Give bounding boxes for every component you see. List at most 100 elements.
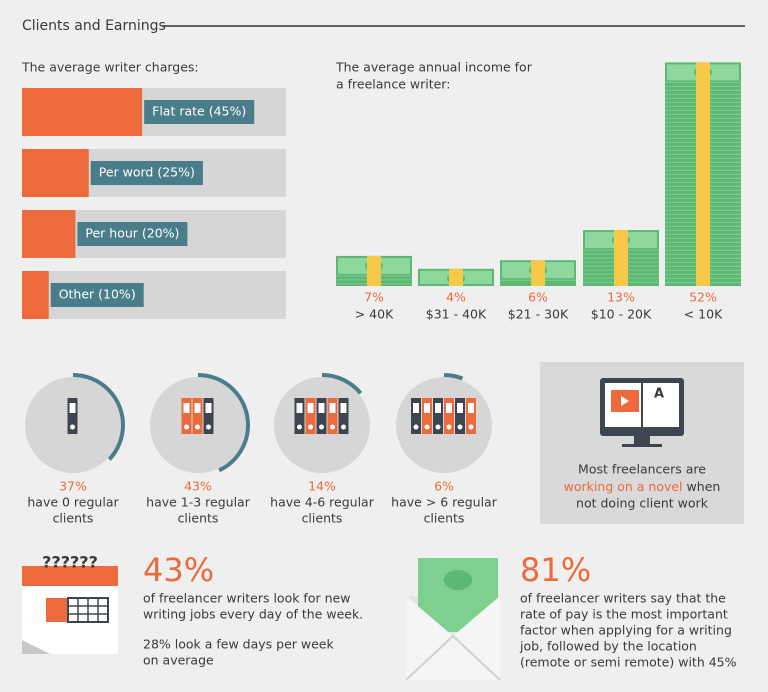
- binder-tab: [307, 403, 314, 413]
- binder-ring: [297, 424, 302, 430]
- client-percent: 43%: [184, 479, 212, 494]
- binder-tab: [69, 403, 76, 413]
- band: [531, 260, 545, 286]
- client-arc: [392, 373, 496, 477]
- client-arc: [270, 373, 374, 477]
- binder-tab: [194, 403, 201, 413]
- calendar-icon: ??????: [22, 553, 118, 654]
- binder-tab: [183, 403, 190, 413]
- binder-ring: [457, 424, 463, 430]
- binder-ring: [446, 424, 452, 430]
- section-title: Clients and Earnings: [22, 18, 166, 34]
- binder-ring: [70, 424, 75, 430]
- binder-tab: [205, 403, 212, 413]
- client-arc: [146, 373, 250, 477]
- binder-icon: [466, 398, 476, 434]
- binder-tab: [457, 403, 463, 413]
- binder-tab: [435, 403, 441, 413]
- bar: [22, 88, 143, 136]
- novel-text: working on a novel when: [564, 479, 721, 494]
- bar-label-box: [144, 100, 255, 124]
- body-text: of freelancer writers say that the: [520, 591, 726, 606]
- income-title: The average annual income for: [335, 60, 533, 75]
- band: [696, 62, 710, 287]
- binder-ring: [468, 424, 474, 430]
- charges-title: The average writer charges:: [21, 60, 199, 75]
- client-text: clients: [302, 511, 343, 526]
- income-range: $10 - 20K: [591, 307, 652, 322]
- bar-label: Other (10%): [59, 287, 136, 302]
- binder-icon: [455, 398, 465, 434]
- client-percent: 14%: [308, 479, 336, 494]
- band: [367, 255, 381, 286]
- band: [449, 268, 463, 286]
- income-range: > 40K: [355, 307, 394, 322]
- binder-icon: [181, 398, 192, 434]
- income-percent: 52%: [689, 290, 717, 305]
- binder-icon: [411, 398, 421, 434]
- binder-icon: [338, 398, 349, 434]
- binder-tab: [424, 403, 430, 413]
- bar-label-box: [77, 222, 188, 246]
- envelope-icon: [405, 558, 501, 681]
- stat: 43%: [143, 551, 214, 589]
- svg-text:A: A: [654, 387, 664, 402]
- income-range: < 10K: [684, 307, 723, 322]
- body-text: (remote or semi remote) with 45%: [520, 655, 737, 670]
- binder-ring: [206, 424, 211, 430]
- binder-ring: [319, 424, 324, 430]
- client-text: clients: [424, 511, 465, 526]
- novel-text: when: [687, 479, 721, 494]
- binder-icon: [203, 398, 214, 434]
- binder-ring: [435, 424, 441, 430]
- binder-ring: [308, 424, 313, 430]
- binder-icon: [305, 398, 316, 434]
- binder-ring: [341, 424, 346, 430]
- client-text: clients: [53, 511, 94, 526]
- client-text: have 1-3 regular: [146, 495, 251, 510]
- binder-tab: [468, 403, 474, 413]
- body-text: job, followed by the location: [519, 639, 697, 654]
- binder-ring: [413, 424, 419, 430]
- client-percent: 6%: [434, 479, 454, 494]
- body-text: factor when applying for a writing: [520, 623, 732, 638]
- income-percent: 7%: [364, 290, 384, 305]
- binder-icon: [433, 398, 443, 434]
- bar-label: Flat rate (45%): [152, 104, 246, 119]
- binder-icon: [422, 398, 432, 434]
- income-range: $31 - 40K: [426, 307, 487, 322]
- client-arc: [21, 373, 125, 477]
- binder-tab: [446, 403, 452, 413]
- binder-tab: [329, 403, 336, 413]
- body-text: of freelancer writers look for new: [143, 591, 350, 606]
- binder-ring: [184, 424, 189, 430]
- bar: [22, 271, 49, 319]
- bar: [22, 149, 89, 197]
- binder-icon: [316, 398, 327, 434]
- income-percent: 6%: [528, 290, 548, 305]
- bar-label: Per hour (20%): [85, 226, 179, 241]
- bar-label: Per word (25%): [99, 165, 195, 180]
- binder-tab: [318, 403, 325, 413]
- binder-ring: [424, 424, 430, 430]
- income-range: $21 - 30K: [508, 307, 569, 322]
- body-text: 28% look a few days per week: [143, 637, 334, 652]
- binder-ring: [330, 424, 335, 430]
- stat: 81%: [520, 551, 591, 589]
- client-text: clients: [178, 511, 219, 526]
- monitor-icon: A: [600, 378, 684, 447]
- body-text: rate of pay is the most important: [520, 607, 728, 622]
- binder-icon: [294, 398, 305, 434]
- income-title: a freelance writer:: [336, 77, 450, 92]
- binder-icon: [192, 398, 203, 434]
- novel-highlight: working on a novel: [564, 479, 683, 494]
- bar: [22, 210, 76, 258]
- client-percent: 37%: [59, 479, 87, 494]
- income-percent: 13%: [607, 290, 635, 305]
- binder-icon: [67, 398, 78, 434]
- bar-label-box: [90, 161, 203, 185]
- body-text: on average: [143, 653, 214, 668]
- binder-icon: [444, 398, 454, 434]
